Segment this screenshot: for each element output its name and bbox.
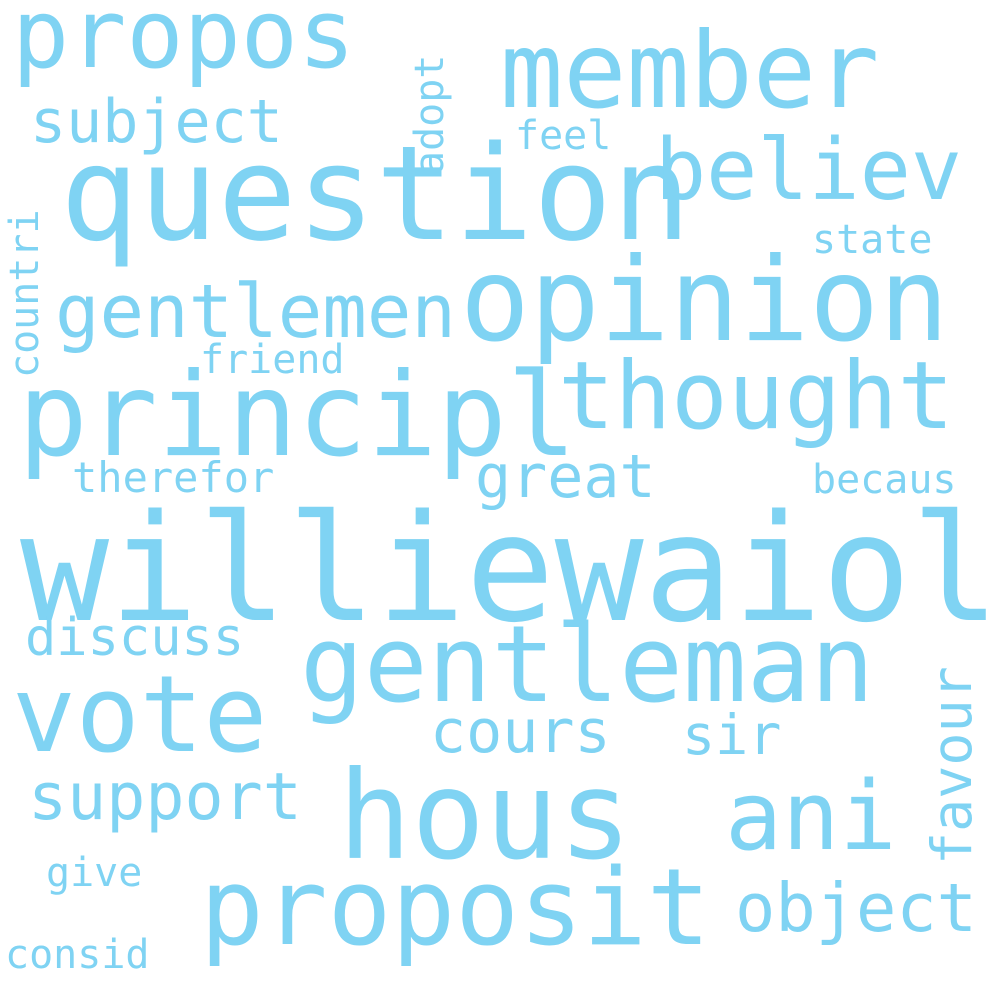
word-feel: feel (515, 113, 612, 159)
word-hous: hous (338, 745, 632, 887)
word-believ: believ (655, 121, 963, 220)
word-support: support (28, 760, 302, 835)
word-vote: vote (12, 653, 268, 776)
word-give: give (46, 850, 143, 896)
word-thought: thought (558, 342, 955, 451)
word-principl: principl (18, 348, 577, 483)
word-favour: favour (920, 666, 984, 865)
word-member: member (500, 10, 880, 132)
word-cours: cours (430, 697, 611, 767)
word-propos: propos (12, 0, 356, 90)
word-gentlemen: gentlemen (55, 269, 456, 355)
word-sir: sir (682, 703, 782, 767)
word-subject: subject (30, 87, 283, 157)
word-ani: ani (725, 762, 897, 872)
word-becaus: becaus (812, 457, 957, 503)
word-proposit: proposit (200, 846, 711, 969)
word-friend: friend (200, 337, 345, 383)
word-opinion: opinion (460, 233, 949, 368)
word-therefor: therefor (72, 453, 275, 502)
word-state: state (812, 217, 933, 263)
word-consid: consid (5, 932, 150, 978)
word-gentleman: gentleman (300, 603, 875, 726)
word-object: object (735, 869, 978, 947)
word-great: great (475, 442, 656, 512)
word-adopt: adopt (407, 54, 453, 175)
word-discuss: discuss (25, 608, 245, 668)
word-williewaiola: williewaiola (20, 483, 1000, 655)
word-countri: countri (2, 209, 48, 378)
word-question: question (60, 117, 691, 270)
